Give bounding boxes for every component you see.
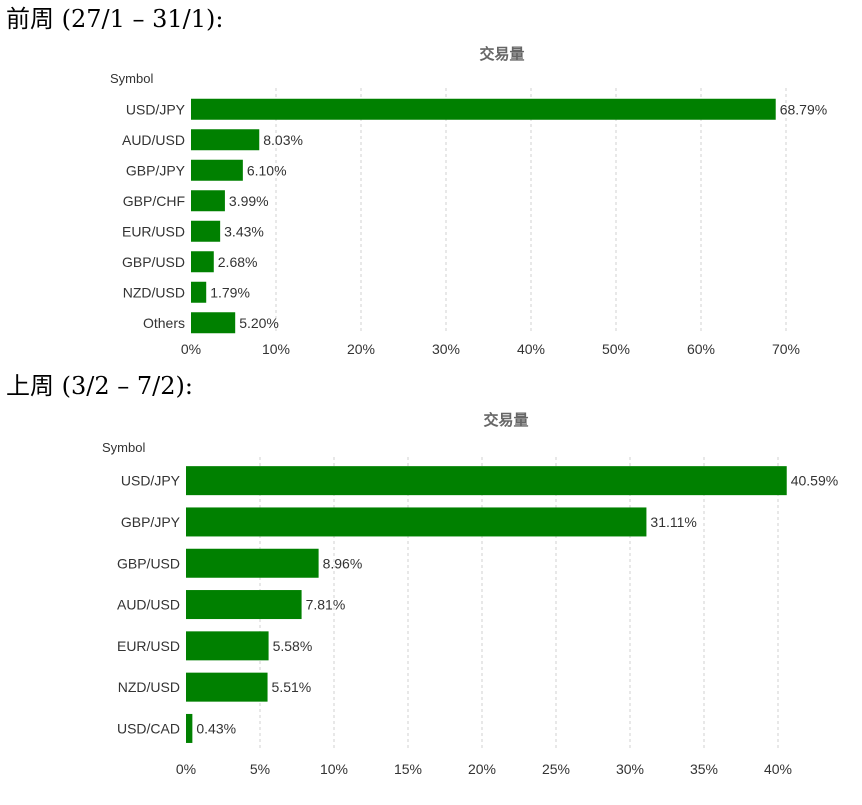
bar — [191, 190, 225, 212]
x-tick-label: 15% — [394, 761, 422, 777]
category-label: NZD/USD — [123, 284, 185, 300]
bar — [186, 631, 269, 661]
data-label: 3.43% — [224, 223, 264, 239]
data-label: 0.43% — [196, 720, 236, 736]
x-tick-label: 0% — [181, 341, 201, 357]
data-label: 68.79% — [780, 101, 827, 117]
category-label: AUD/USD — [117, 597, 180, 613]
x-tick-label: 5% — [250, 761, 270, 777]
data-label: 31.11% — [650, 514, 696, 530]
week-heading-previous: 前周 (27/1 – 31/1): — [6, 5, 224, 33]
bar — [186, 590, 302, 620]
bar — [191, 281, 207, 303]
x-tick-label: 35% — [690, 761, 718, 777]
bar — [186, 548, 319, 578]
data-label: 5.58% — [273, 638, 313, 654]
data-label: 6.10% — [247, 162, 287, 178]
data-label: 3.99% — [229, 193, 269, 209]
x-tick-label: 50% — [602, 341, 630, 357]
x-tick-label: 10% — [320, 761, 348, 777]
x-tick-label: 20% — [468, 761, 496, 777]
data-label: 1.79% — [210, 284, 250, 300]
week-heading-last: 上周 (3/2 – 7/2): — [6, 372, 193, 400]
category-label: GBP/JPY — [126, 162, 186, 178]
category-label: USD/JPY — [126, 101, 186, 117]
x-tick-label: 30% — [616, 761, 644, 777]
x-tick-label: 0% — [176, 761, 196, 777]
category-label: EUR/USD — [122, 223, 185, 239]
category-label: GBP/CHF — [123, 193, 185, 209]
category-label: GBP/JPY — [121, 514, 181, 530]
data-label: 2.68% — [218, 254, 258, 270]
y-axis-title: Symbol — [110, 71, 153, 86]
bar — [191, 98, 776, 120]
x-tick-label: 40% — [517, 341, 545, 357]
x-tick-label: 20% — [347, 341, 375, 357]
chart-title: 交易量 — [479, 45, 524, 63]
category-label: EUR/USD — [117, 638, 180, 654]
x-tick-label: 40% — [764, 761, 792, 777]
bar — [186, 672, 268, 702]
bar — [191, 251, 214, 273]
data-label: 8.96% — [323, 555, 363, 571]
category-label: Others — [143, 315, 185, 331]
category-label: AUD/USD — [122, 132, 185, 148]
bar — [186, 466, 787, 496]
chart-title: 交易量 — [483, 411, 528, 429]
x-tick-label: 25% — [542, 761, 570, 777]
category-label: GBP/USD — [122, 254, 185, 270]
data-label: 5.51% — [272, 679, 312, 695]
bar — [191, 312, 236, 334]
x-tick-label: 10% — [262, 341, 290, 357]
x-tick-label: 30% — [432, 341, 460, 357]
category-label: USD/JPY — [121, 473, 181, 489]
y-axis-title: Symbol — [102, 440, 145, 455]
chart-last-week: 交易量 Symbol 0% 5% 10% 15% 20% 25% 30% 35% 40% USD/JP… — [102, 411, 838, 777]
bar — [191, 129, 260, 151]
bar — [186, 713, 193, 743]
category-label: USD/CAD — [117, 720, 180, 736]
bar — [186, 507, 647, 537]
bar — [191, 220, 221, 242]
data-label: 7.81% — [306, 597, 346, 613]
category-label: NZD/USD — [118, 679, 180, 695]
x-tick-label: 60% — [687, 341, 715, 357]
data-label: 5.20% — [239, 315, 279, 331]
x-tick-label: 70% — [772, 341, 800, 357]
bar — [191, 159, 243, 181]
category-label: GBP/USD — [117, 555, 180, 571]
chart-previous-week: 交易量 Symbol 0% 10% 20% 30% 40% 50% 60% 70% USD/JPY 6… — [110, 45, 827, 357]
data-label: 8.03% — [263, 132, 303, 148]
data-label: 40.59% — [791, 473, 838, 489]
